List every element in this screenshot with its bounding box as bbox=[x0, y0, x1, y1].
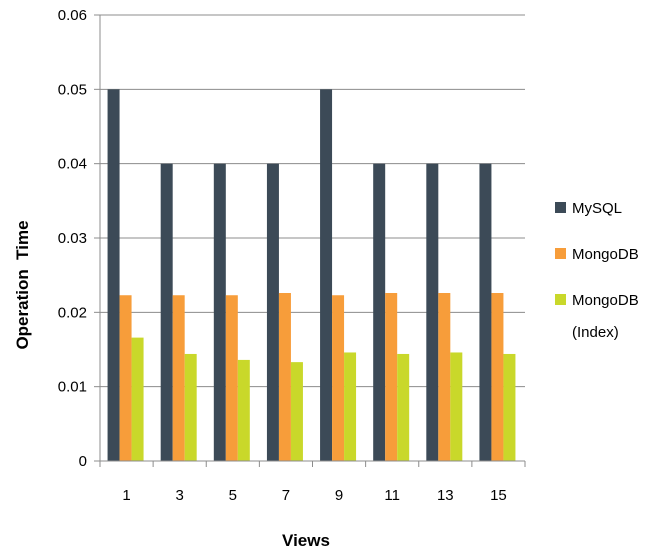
bar-mysql-15 bbox=[479, 163, 492, 461]
x-tick-label: 7 bbox=[282, 487, 290, 504]
y-tick-label: 0.03 bbox=[58, 230, 87, 247]
bar-mongodb-15 bbox=[491, 293, 504, 461]
y-tick-label: 0.06 bbox=[58, 7, 87, 24]
bar-mongodb-index-1 bbox=[131, 337, 144, 461]
bar-mysql-11 bbox=[373, 163, 386, 461]
legend-label: MySQL bbox=[572, 200, 622, 217]
bar-mongodb-11 bbox=[385, 293, 398, 461]
bar-mongodb-index-5 bbox=[237, 359, 250, 461]
legend-label: MongoDB bbox=[572, 292, 639, 309]
bar-mongodb-7 bbox=[278, 293, 291, 461]
x-tick-label: 11 bbox=[384, 487, 400, 504]
bar-mongodb-index-7 bbox=[290, 362, 303, 461]
tick-labels: 00.010.020.030.040.050.061 3 5 7 9 11 13 15 bbox=[58, 7, 507, 504]
legend-label: (Index) bbox=[572, 324, 619, 341]
bar-mysql-7 bbox=[266, 163, 279, 461]
bar-mongodb-index-9 bbox=[344, 352, 357, 461]
bar-mongodb-index-15 bbox=[503, 353, 516, 461]
bar-mongodb-index-11 bbox=[397, 353, 410, 461]
bar-mongodb-index-3 bbox=[184, 353, 197, 461]
x-tick-label: 3 bbox=[176, 487, 184, 504]
y-axis-title: Operation Time bbox=[13, 220, 32, 349]
bar-mongodb-13 bbox=[438, 293, 451, 461]
y-tick-label: 0.05 bbox=[58, 81, 87, 98]
bar-mysql-13 bbox=[426, 163, 439, 461]
x-tick-label: 9 bbox=[335, 487, 343, 504]
bar-mongodb-5 bbox=[225, 295, 238, 461]
y-tick-label: 0.01 bbox=[58, 379, 87, 396]
legend: MySQL MongoDB MongoDB (Index) bbox=[555, 200, 639, 341]
y-tick-label: 0.04 bbox=[58, 156, 87, 173]
x-axis-title: Views bbox=[282, 531, 330, 550]
x-tick-label: 5 bbox=[229, 487, 237, 504]
legend-label: MongoDB bbox=[572, 246, 639, 263]
bars bbox=[107, 89, 516, 461]
bar-mongodb-1 bbox=[119, 295, 132, 461]
x-tick-label: 15 bbox=[490, 487, 507, 504]
legend-swatch bbox=[555, 248, 566, 259]
bar-mysql-9 bbox=[320, 89, 333, 461]
bar-mysql-1 bbox=[107, 89, 120, 461]
x-tick-label: 13 bbox=[437, 487, 454, 504]
y-tick-label: 0.02 bbox=[58, 304, 87, 321]
legend-swatch bbox=[555, 294, 566, 305]
bar-mysql-3 bbox=[160, 163, 173, 461]
bar-mongodb-9 bbox=[332, 295, 345, 461]
legend-swatch bbox=[555, 202, 566, 213]
bar-mongodb-index-13 bbox=[450, 352, 463, 461]
bar-mongodb-3 bbox=[172, 295, 185, 461]
axes bbox=[94, 14, 526, 467]
x-tick-label: 1 bbox=[122, 487, 130, 504]
bar-mysql-5 bbox=[213, 163, 226, 461]
y-tick-label: 0 bbox=[79, 453, 87, 470]
